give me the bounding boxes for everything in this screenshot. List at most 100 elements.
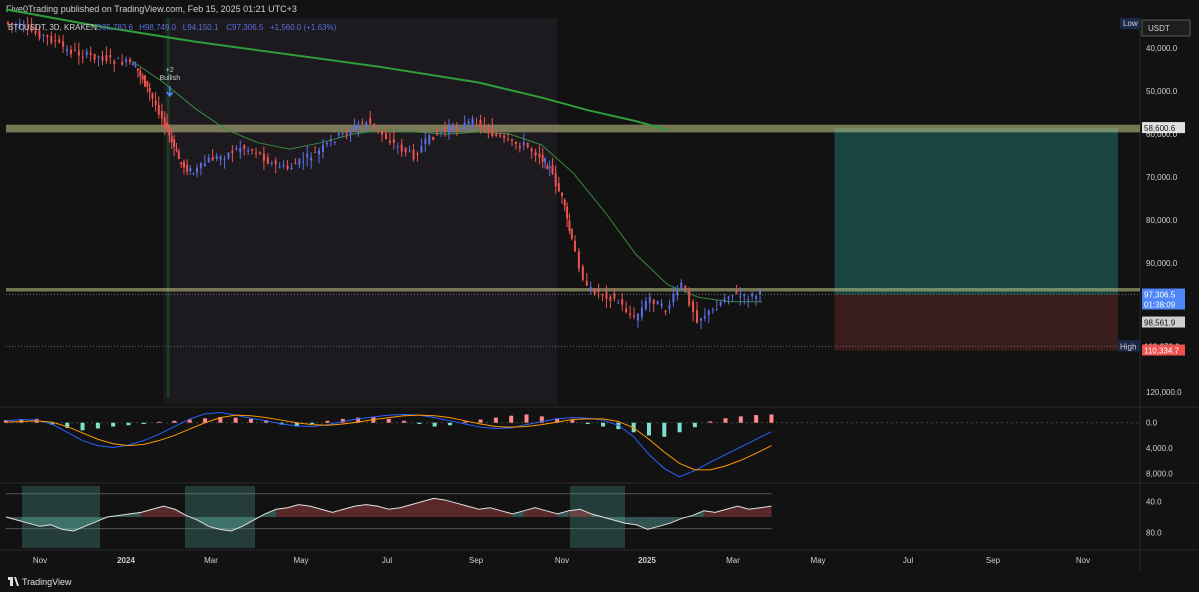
candle-body [255, 152, 258, 154]
macd-hist-bar [141, 422, 146, 424]
macd-hist-bar [738, 416, 743, 423]
candle-body [507, 139, 510, 141]
macd-hist-bar [402, 420, 407, 423]
candle-body [10, 22, 13, 25]
candle-body [143, 75, 146, 87]
candle-body [660, 303, 663, 307]
candle-body [189, 168, 192, 172]
candle-body [747, 299, 750, 301]
macd-line [5, 412, 772, 478]
osc-fill [354, 504, 367, 517]
macd-hist-bar [126, 422, 131, 426]
candle-body [239, 147, 242, 153]
candle-body [408, 150, 411, 152]
price-label-bg [1142, 316, 1185, 328]
candle-body [444, 128, 447, 131]
macd-hist-bar [539, 416, 544, 423]
candle-body [173, 139, 176, 148]
candle-body [207, 157, 210, 163]
macd-hist-bar [264, 420, 269, 423]
macd-hist-bar [493, 417, 498, 423]
candle-body [199, 162, 202, 169]
candle-body [139, 70, 142, 76]
macd-hist-bar [555, 418, 560, 423]
macd-hist-bar [601, 422, 606, 427]
candle-body [377, 129, 380, 131]
osc-fill [287, 504, 299, 517]
candle-body [151, 93, 154, 99]
symbol-ticker: BTCUSDT, 3D, KRAKEN [8, 23, 97, 32]
osc-fill [62, 517, 74, 531]
candle-body [510, 139, 513, 141]
candle-body [581, 266, 584, 280]
candle-body [479, 120, 482, 127]
osc-fill [276, 507, 288, 517]
candle-body [341, 132, 344, 134]
candle-body [739, 296, 742, 298]
macd-hist-bar [294, 422, 299, 427]
candle-body [227, 152, 230, 158]
macd-hist-bar [677, 422, 682, 433]
candle-body [755, 296, 758, 299]
macd-hist-bar [708, 421, 713, 423]
macd-hist-bar [111, 422, 116, 427]
candle-body [723, 298, 726, 302]
candle-body [168, 130, 171, 136]
candle-body [566, 206, 569, 219]
osc-fill [39, 517, 52, 527]
macd-hist-bar [157, 421, 162, 423]
candle-body [195, 167, 198, 173]
candle-body [727, 296, 730, 299]
y-tick-label: 40,000.0 [1146, 44, 1178, 53]
osc-fill [197, 517, 209, 527]
candle-body [274, 160, 277, 165]
candle-body [585, 280, 588, 286]
candle-body [544, 158, 547, 163]
x-tick-label: Mar [726, 556, 740, 565]
candle-body [215, 156, 218, 160]
candle-body [546, 165, 549, 170]
osc-fill [512, 510, 524, 517]
macd-hist-bar [65, 422, 70, 428]
osc-fill [433, 498, 446, 517]
candle-body [388, 140, 391, 143]
macd-hist-bar [478, 419, 483, 423]
candle-body [625, 308, 628, 313]
ema-line [5, 8, 668, 131]
osc-fill [388, 507, 400, 517]
candle-body [648, 296, 651, 303]
candle-body [93, 53, 96, 60]
candle-body [471, 118, 474, 127]
candle-body [593, 289, 596, 295]
x-tick-label: Mar [204, 556, 218, 565]
y-tick-label: 120,000.0 [1146, 388, 1182, 397]
candle-body [668, 304, 671, 309]
candle-body [707, 310, 710, 315]
candle-body [432, 136, 435, 141]
candle-body [129, 59, 132, 63]
stop-zone [834, 294, 1118, 351]
candle-body [290, 167, 293, 170]
candle-body [640, 307, 643, 317]
candle-body [656, 301, 659, 305]
candle-body [633, 315, 636, 317]
candle-body [475, 124, 478, 126]
osc-fill [51, 517, 63, 530]
candle-body [182, 161, 185, 168]
macd-hist-bar [463, 421, 468, 423]
candle-body [38, 30, 41, 39]
osc-fill [264, 509, 277, 517]
candle-body [353, 125, 356, 130]
candle-body [160, 110, 163, 119]
candle-body [711, 309, 714, 311]
candle-body [369, 118, 372, 125]
candle-body [314, 151, 317, 153]
candle-body [424, 138, 427, 145]
y-tick-label: 50,000.0 [1146, 87, 1178, 96]
publish-header: Five0Trading published on TradingView.co… [0, 0, 1199, 18]
candle-body [597, 291, 600, 293]
candle-body [361, 122, 364, 124]
x-tick-label: Jul [903, 556, 913, 565]
candle-body [134, 65, 137, 67]
